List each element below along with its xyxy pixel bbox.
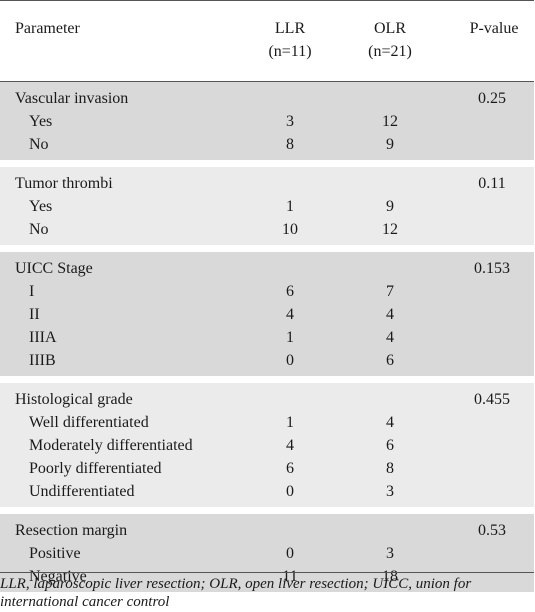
row-olr-value: 3 xyxy=(386,483,394,500)
group-vascular-invasion: Vascular invasion 0.25 Yes 3 12 No 8 9 xyxy=(0,82,534,160)
header-llr: LLR (n=11) xyxy=(240,17,340,63)
row-label: Poorly differentiated xyxy=(29,460,162,477)
row-olr-value: 4 xyxy=(386,329,394,346)
header-olr-name: OLR xyxy=(374,20,406,37)
group-header-row: UICC Stage 0.153 xyxy=(0,257,534,280)
row-llr-value: 10 xyxy=(282,221,298,238)
group-pvalue: 0.455 xyxy=(474,391,510,408)
table-row: Poorly differentiated 6 8 xyxy=(0,457,534,480)
group-title: Vascular invasion xyxy=(15,90,129,107)
group-uicc-stage: UICC Stage 0.153 I 6 7 II 4 4 IIIA 1 4 IIIB 0 6 xyxy=(0,252,534,376)
group-tumor-thrombi: Tumor thrombi 0.11 Yes 1 9 No 10 12 xyxy=(0,167,534,245)
table-footnote: LLR, laparoscopic liver resection; OLR, … xyxy=(0,572,534,611)
row-olr-value: 6 xyxy=(386,437,394,454)
row-llr-value: 1 xyxy=(286,329,294,346)
row-label: No xyxy=(29,221,49,238)
table-row: Yes 3 12 xyxy=(0,110,534,133)
row-olr-value: 8 xyxy=(386,460,394,477)
table-row: Moderately differentiated 4 6 xyxy=(0,434,534,457)
row-label: No xyxy=(29,136,49,153)
row-llr-value: 1 xyxy=(286,198,294,215)
row-olr-value: 3 xyxy=(386,545,394,562)
row-llr-value: 1 xyxy=(286,414,294,431)
row-llr-value: 0 xyxy=(286,352,294,369)
header-olr-count: (n=21) xyxy=(368,43,412,60)
row-llr-value: 4 xyxy=(286,306,294,323)
row-label: Yes xyxy=(29,198,53,215)
table-header: Parameter LLR (n=11) OLR (n=21) P-value xyxy=(0,0,534,82)
row-olr-value: 7 xyxy=(386,283,394,300)
group-separator xyxy=(0,376,534,383)
group-separator xyxy=(0,160,534,167)
group-header-row: Histological grade 0.455 xyxy=(0,388,534,411)
row-olr-value: 4 xyxy=(386,414,394,431)
group-pvalue: 0.25 xyxy=(478,90,506,107)
table-row: No 8 9 xyxy=(0,133,534,156)
group-separator xyxy=(0,245,534,252)
group-histological-grade: Histological grade 0.455 Well differentiat… xyxy=(0,383,534,507)
table-row: IIIB 0 6 xyxy=(0,349,534,372)
table-row: II 4 4 xyxy=(0,303,534,326)
table-body: Vascular invasion 0.25 Yes 3 12 No 8 9 Tumor thr… xyxy=(0,82,534,592)
row-label: Undifferentiated xyxy=(29,483,135,500)
group-title: UICC Stage xyxy=(15,260,93,277)
row-olr-value: 4 xyxy=(386,306,394,323)
group-separator xyxy=(0,507,534,514)
group-title: Resection margin xyxy=(15,522,128,539)
row-label: IIIB xyxy=(29,352,56,369)
table-row: Undifferentiated 0 3 xyxy=(0,480,534,503)
row-llr-value: 8 xyxy=(286,136,294,153)
header-pvalue: P-value xyxy=(469,20,519,37)
comparison-table: Parameter LLR (n=11) OLR (n=21) P-value … xyxy=(0,0,534,592)
row-llr-value: 4 xyxy=(286,437,294,454)
header-llr-name: LLR xyxy=(274,20,306,37)
row-label: Yes xyxy=(29,113,53,130)
table-row: No 10 12 xyxy=(0,218,534,241)
row-llr-value: 0 xyxy=(286,545,294,562)
row-llr-value: 3 xyxy=(286,113,294,130)
table-row: I 6 7 xyxy=(0,280,534,303)
row-olr-value: 6 xyxy=(386,352,394,369)
group-pvalue: 0.53 xyxy=(478,522,506,539)
row-label: I xyxy=(29,283,35,300)
row-label: IIIA xyxy=(29,329,57,346)
row-label: Positive xyxy=(29,545,81,562)
header-llr-count: (n=11) xyxy=(268,43,312,60)
group-title: Histological grade xyxy=(15,391,133,408)
group-title: Tumor thrombi xyxy=(15,175,113,192)
header-parameter: Parameter xyxy=(15,20,80,37)
header-olr: OLR (n=21) xyxy=(340,17,440,63)
table-row: Positive 0 3 xyxy=(0,542,534,565)
row-olr-value: 12 xyxy=(382,221,398,238)
row-label: II xyxy=(29,306,40,323)
table-row: IIIA 1 4 xyxy=(0,326,534,349)
row-llr-value: 6 xyxy=(286,460,294,477)
row-olr-value: 12 xyxy=(382,113,398,130)
row-olr-value: 9 xyxy=(386,136,394,153)
row-olr-value: 9 xyxy=(386,198,394,215)
row-llr-value: 6 xyxy=(286,283,294,300)
group-header-row: Tumor thrombi 0.11 xyxy=(0,172,534,195)
group-pvalue: 0.11 xyxy=(478,175,506,192)
row-llr-value: 0 xyxy=(286,483,294,500)
group-header-row: Resection margin 0.53 xyxy=(0,519,534,542)
row-label: Moderately differentiated xyxy=(29,437,193,454)
row-label: Well differentiated xyxy=(29,414,149,431)
table-row: Yes 1 9 xyxy=(0,195,534,218)
group-header-row: Vascular invasion 0.25 xyxy=(0,87,534,110)
group-pvalue: 0.153 xyxy=(474,260,510,277)
table-row: Well differentiated 1 4 xyxy=(0,411,534,434)
